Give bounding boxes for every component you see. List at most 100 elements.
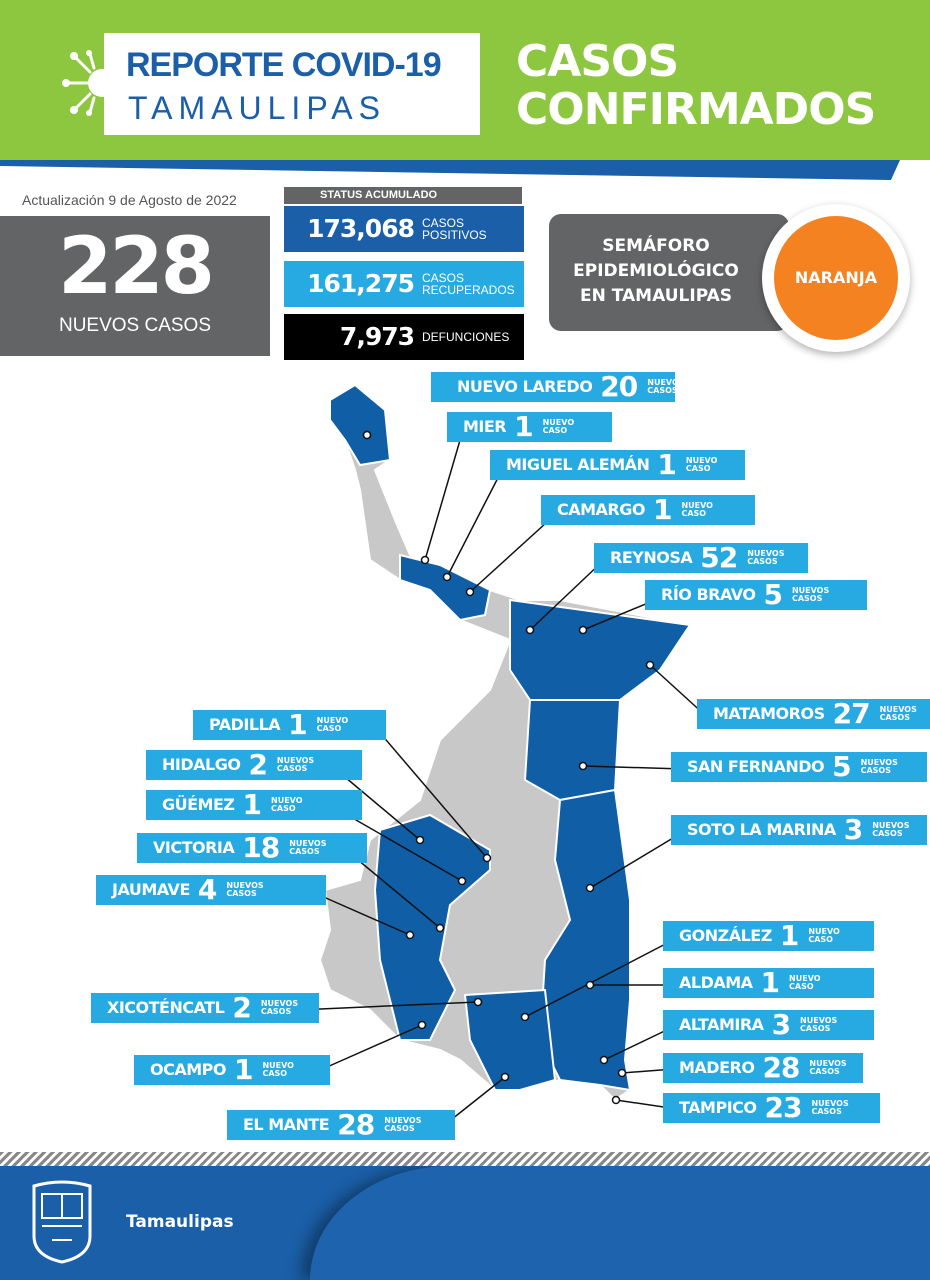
municipality-count: 5 [832, 750, 852, 783]
leader-line-gonzalez [524, 937, 678, 1018]
label-victoria: VICTORIA 18 NUEVOS CASOS [137, 833, 367, 863]
coat-of-arms-icon [32, 1180, 92, 1264]
label-padilla: PADILLA 1 NUEVO CASO [193, 710, 386, 740]
region-nuevo-laredo [329, 383, 392, 467]
positive-value: 173,068 [307, 214, 415, 243]
leader-dot-victoria [435, 923, 445, 933]
municipality-name: JAUMAVE [112, 880, 190, 899]
page-title: CASOS CONFIRMADOS [516, 38, 876, 134]
municipality-name: NUEVO LAREDO [457, 377, 593, 396]
semaforo-level: NARANJA [774, 216, 898, 340]
leader-dot-tampico [611, 1095, 621, 1105]
municipality-unit: NUEVO CASO [681, 501, 713, 518]
label-camargo: CAMARGO 1 NUEVO CASO [541, 495, 755, 525]
leader-line-mier [424, 429, 464, 561]
positive-label-1: CASOS [422, 216, 465, 230]
leader-dot-altamira [599, 1055, 609, 1065]
municipality-unit: NUEVOS CASOS [811, 1099, 849, 1116]
municipality-count: 3 [843, 813, 864, 846]
leader-line-jaumave [309, 890, 411, 936]
label-soto-la-marina: SOTO LA MARINA 3 NUEVOS CASOS [671, 815, 927, 845]
municipality-name: REYNOSA [610, 548, 693, 567]
municipality-name: MADERO [679, 1058, 755, 1077]
label-guemez: GÜÉMEZ 1 NUEVO CASO [146, 790, 362, 820]
leader-line-miguel-aleman [446, 467, 504, 578]
label-madero: MADERO 28 NUEVOS CASOS [663, 1053, 863, 1083]
recovered-cases: 161,275 CASOS RECUPERADOS [284, 261, 524, 307]
municipality-unit: NUEVOS CASOS [809, 1059, 847, 1076]
leader-dot-camargo [465, 587, 475, 597]
municipality-unit: NUEVOS CASOS [289, 839, 327, 856]
leader-line-ocampo [317, 1024, 423, 1072]
municipality-unit: NUEVO CASO [808, 927, 840, 944]
municipality-name: XICOTÉNCATL [107, 998, 225, 1017]
label-ocampo: OCAMPO 1 NUEVO CASO [134, 1055, 330, 1085]
virus-icon [62, 50, 108, 116]
label-reynosa: REYNOSA 52 NUEVOS CASOS [594, 543, 808, 573]
municipality-unit: NUEVOS CASOS [800, 1016, 838, 1033]
footer-curve [310, 1166, 930, 1280]
municipality-count: 23 [764, 1091, 803, 1124]
leader-dot-ocampo [417, 1020, 427, 1030]
municipality-name: MATAMOROS [713, 704, 825, 723]
municipality-unit: NUEVOS CASOS [384, 1116, 422, 1133]
footer-hatch [0, 1152, 930, 1166]
leader-line-camargo [469, 512, 558, 593]
municipality-count: 27 [832, 697, 871, 730]
leader-dot-guemez [457, 876, 467, 886]
new-cases-box: 228 NUEVOS CASOS [0, 216, 270, 356]
leader-dot-mier [420, 555, 430, 565]
municipality-unit: NUEVOS CASOS [276, 756, 315, 773]
leader-dot-matamoros [645, 660, 655, 670]
leader-line-soto-la-marina [589, 831, 684, 889]
region-el-mante [463, 988, 557, 1091]
municipality-unit: NUEVOS CASOS [260, 999, 299, 1016]
municipality-count: 1 [760, 966, 781, 999]
municipality-name: GÜÉMEZ [162, 795, 235, 814]
municipality-unit: NUEVOS CASOS [791, 586, 830, 603]
label-miguel-aleman: MIGUEL ALEMÁN 1 NUEVO CASO [490, 450, 745, 480]
label-rio-bravo: RÍO BRAVO 5 NUEVOS CASOS [645, 580, 867, 610]
leader-dot-rio-bravo [578, 625, 588, 635]
municipality-count: 1 [657, 448, 677, 481]
municipality-count: 1 [288, 708, 308, 741]
report-title: REPORTE COVID-19 [126, 46, 442, 84]
label-el-mante: EL MANTE 28 NUEVOS CASOS [227, 1110, 455, 1140]
label-tampico: TAMPICO 23 NUEVOS CASOS [663, 1093, 880, 1123]
positive-label-2: POSITIVOS [422, 228, 487, 242]
leader-line-matamoros [649, 664, 707, 717]
label-nuevo-laredo: NUEVO LAREDO 20 NUEVOS CASOS [431, 372, 685, 402]
leader-dot-el-mante [500, 1072, 510, 1082]
leader-dot-soto-la-marina [585, 883, 595, 893]
label-altamira: ALTAMIRA 3 NUEVOS CASOS [663, 1010, 874, 1040]
leader-line-xicotencatl [297, 1001, 479, 1011]
municipality-count: 1 [242, 788, 263, 821]
municipality-name: ALDAMA [679, 973, 753, 992]
municipality-count: 5 [763, 578, 783, 611]
municipality-unit: NUEVO CASO [685, 456, 718, 473]
municipality-unit: NUEVO CASO [316, 716, 349, 733]
municipality-name: OCAMPO [150, 1060, 226, 1079]
label-aldama: ALDAMA 1 NUEVO CASO [663, 968, 874, 998]
municipality-name: SOTO LA MARINA [687, 820, 836, 839]
label-hidalgo: HIDALGO 2 NUEVOS CASOS [146, 750, 362, 780]
municipality-name: EL MANTE [243, 1115, 330, 1134]
municipality-unit: NUEVOS CASOS [226, 881, 264, 898]
municipality-unit: NUEVOS CASOS [879, 705, 917, 722]
leader-dot-xicotencatl [473, 997, 483, 1007]
municipality-name: SAN FERNANDO [687, 757, 825, 776]
leader-dot-jaumave [405, 930, 415, 940]
deaths: 7,973 DEFUNCIONES [284, 314, 524, 360]
municipality-name: MIER [463, 417, 507, 436]
new-cases-label: NUEVOS CASOS [58, 315, 212, 336]
municipality-unit: NUEVOS CASOS [747, 549, 785, 566]
municipality-unit: NUEVO CASO [789, 974, 821, 991]
leader-dot-gonzalez [520, 1012, 530, 1022]
municipality-unit: NUEVO CASO [542, 418, 575, 435]
region-san-fernando [523, 699, 622, 802]
municipality-count: 28 [337, 1108, 375, 1141]
region-coast-south [538, 788, 632, 1092]
leader-dot-reynosa [525, 625, 535, 635]
label-mier: MIER 1 NUEVO CASO [447, 412, 612, 442]
leader-line-padilla [374, 726, 488, 859]
